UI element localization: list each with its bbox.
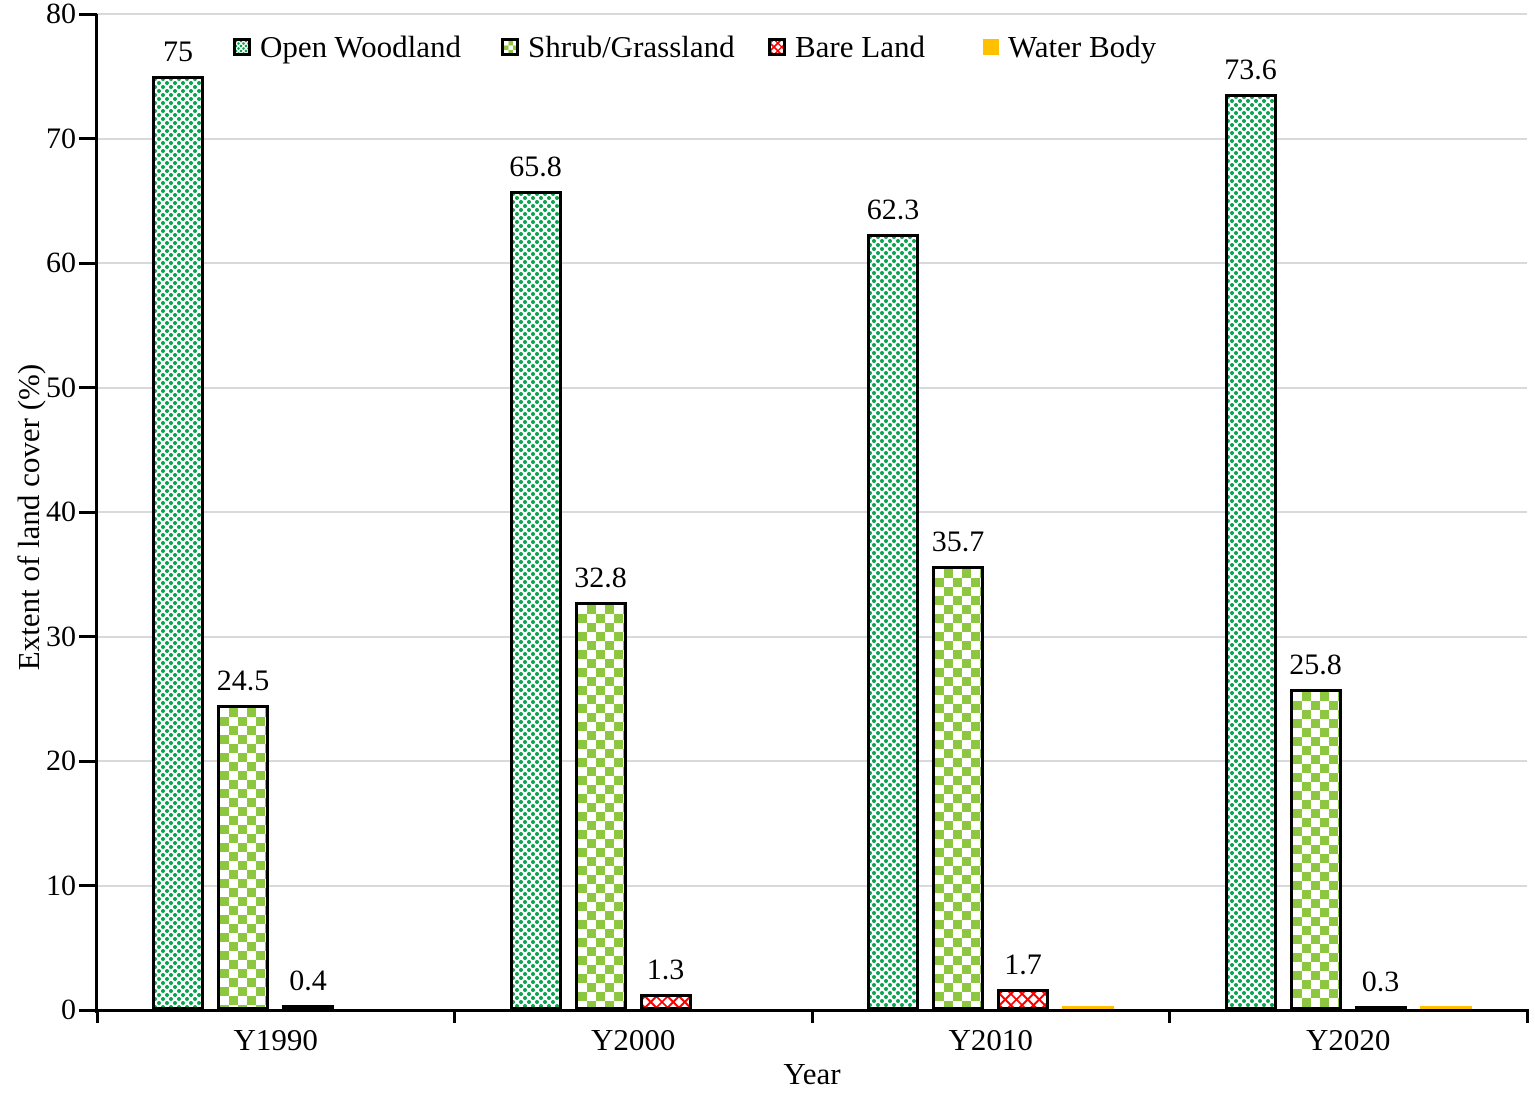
y-axis-tick [79, 12, 97, 16]
x-axis-tick [1168, 1010, 1171, 1023]
x-axis-title: Year [783, 1056, 841, 1091]
bar-open-woodland-y2000 [509, 190, 562, 1010]
bar-shrub-grassland-y2020 [1289, 688, 1342, 1010]
bar-open-woodland-y2010 [867, 234, 919, 1010]
gridline-40 [97, 511, 1527, 513]
bar-value-label: 65.8 [509, 149, 562, 183]
x-axis-category-label: Y2020 [1306, 1022, 1391, 1057]
legend-item-shrub-grassland: Shrub/Grassland [501, 28, 735, 66]
bar-bare-land-y2000 [639, 993, 692, 1010]
y-axis-tick-label: 70 [46, 121, 76, 155]
y-axis-tick-label: 50 [46, 370, 76, 404]
y-axis-tick-label: 10 [46, 868, 76, 902]
legend-label: Shrub/Grassland [528, 29, 735, 64]
x-axis-category-label: Y2010 [948, 1022, 1033, 1057]
y-axis-tick [79, 759, 97, 763]
legend-swatch-open-woodland-icon [233, 38, 251, 56]
y-axis-tick [79, 386, 97, 389]
y-axis-tick [79, 137, 97, 140]
bar-bare-land-y2010 [997, 988, 1049, 1010]
bar-value-label: 1.3 [646, 952, 685, 986]
y-axis-tick-label: 60 [46, 246, 76, 279]
legend-label: Bare Land [795, 29, 925, 64]
x-axis-tick [1525, 1010, 1529, 1023]
legend-swatch-shrub-grassland-icon [501, 38, 519, 56]
bar-value-label: 32.8 [574, 560, 627, 594]
gridline-80 [97, 13, 1527, 15]
bar-value-label: 0.3 [1361, 965, 1400, 999]
bar-water-body-y2010 [1062, 1006, 1114, 1010]
x-axis-tick [453, 1010, 456, 1023]
y-axis-tick [79, 510, 97, 514]
x-axis-line [94, 1008, 1529, 1012]
gridline-30 [97, 635, 1527, 638]
y-axis-tick [79, 1008, 97, 1012]
bar-value-label: 35.7 [931, 524, 985, 558]
bar-value-label: 75 [163, 35, 193, 69]
x-axis-category-label: Y2000 [591, 1022, 676, 1057]
gridline-20 [97, 760, 1527, 762]
y-axis-tick-label: 0 [61, 993, 76, 1026]
legend-swatch-water-body-icon [983, 39, 999, 55]
bar-shrub-grassland-y2000 [574, 601, 627, 1010]
bar-water-body-y2020 [1419, 1006, 1472, 1010]
gridline-60 [97, 262, 1527, 264]
gridline-10 [97, 884, 1527, 887]
x-axis-tick [810, 1010, 814, 1023]
gridline-70 [97, 137, 1527, 140]
legend-swatch-bare-land-icon [768, 38, 786, 56]
bar-value-label: 73.6 [1224, 52, 1277, 86]
y-axis-tick-label: 80 [46, 0, 76, 30]
y-axis-line [94, 14, 98, 1013]
legend-item-bare-land: Bare Land [768, 28, 925, 66]
bar-value-label: 0.4 [289, 964, 327, 998]
x-axis-tick [95, 1010, 99, 1023]
y-axis-tick-label: 40 [46, 495, 76, 528]
y-axis-tick-label: 20 [46, 744, 76, 777]
y-axis-tick [79, 884, 97, 887]
x-axis-category-label: Y1990 [233, 1022, 318, 1057]
bar-value-label: 25.8 [1289, 647, 1342, 681]
bar-value-label: 24.5 [216, 663, 270, 697]
bar-value-label: 62.3 [866, 193, 920, 227]
bar-open-woodland-y2020 [1224, 93, 1277, 1010]
bar-shrub-grassland-y1990 [217, 704, 269, 1010]
y-axis-tick [79, 261, 97, 265]
bar-shrub-grassland-y2010 [932, 565, 984, 1010]
legend-label: Water Body [1008, 29, 1157, 64]
gridline-50 [97, 386, 1527, 389]
bar-value-label: 1.7 [1004, 947, 1042, 981]
legend-label: Open Woodland [260, 29, 461, 64]
bar-open-woodland-y1990 [152, 76, 204, 1010]
legend-item-open-woodland: Open Woodland [233, 28, 461, 66]
y-axis-tick [79, 635, 97, 638]
legend-item-water-body: Water Body [983, 28, 1156, 66]
y-axis-tick-label: 30 [46, 619, 76, 653]
